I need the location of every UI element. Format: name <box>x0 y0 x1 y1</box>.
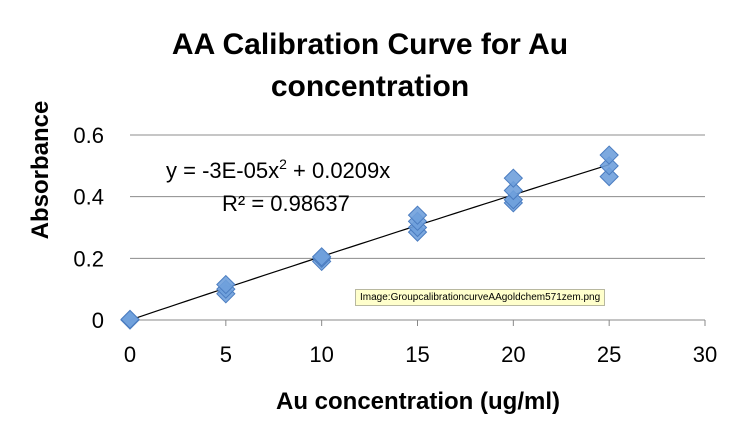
chart-title-line-1: AA Calibration Curve for Au <box>172 28 568 61</box>
data-point-0-14 <box>503 180 524 201</box>
data-point-0-11 <box>407 205 428 225</box>
data-point-0-16 <box>599 166 619 187</box>
y-axis-label: Absorbance <box>27 101 54 240</box>
y-tick-label-2: 0.4 <box>73 185 104 210</box>
y-tick-label-3: 0.6 <box>73 123 104 148</box>
x-tick-label-6: 30 <box>693 342 717 367</box>
data-point-0-18 <box>599 145 619 165</box>
data-point-0-1 <box>120 309 140 330</box>
data-point-0-4 <box>216 274 236 295</box>
gridlines <box>130 134 705 259</box>
y-tick-label-1: 0.2 <box>73 246 104 271</box>
data-point-0-15 <box>503 168 524 188</box>
y-axis-tick-labels: 0 0.2 0.4 0.6 <box>73 123 104 333</box>
trendline <box>129 164 610 321</box>
x-tick-label-3: 15 <box>405 342 429 367</box>
x-tick-label-1: 5 <box>220 342 232 367</box>
x-axis-ticks <box>129 320 706 326</box>
data-point-0-17 <box>599 156 619 176</box>
trendline-r-squared: R² = 0.98637 <box>222 191 350 216</box>
image-filename-tooltip: Image:GroupcalibrationcurveAAgoldchem571… <box>355 289 606 306</box>
x-tick-label-0: 0 <box>124 342 136 367</box>
chart-title-line-2: concentration <box>271 70 469 103</box>
data-point-0-7 <box>311 247 332 267</box>
x-axis-label: Au concentration (ug/ml) <box>276 388 560 415</box>
x-tick-label-2: 10 <box>309 342 333 367</box>
data-points <box>120 145 619 330</box>
y-tick-label-0: 0 <box>92 308 104 333</box>
x-tick-label-5: 25 <box>597 342 621 367</box>
x-axis-tick-labels: 0 5 10 15 20 25 30 <box>124 342 717 367</box>
trendline-equation: y = -3E-05x2 + 0.0209x <box>166 156 390 183</box>
x-tick-label-4: 20 <box>501 342 525 367</box>
